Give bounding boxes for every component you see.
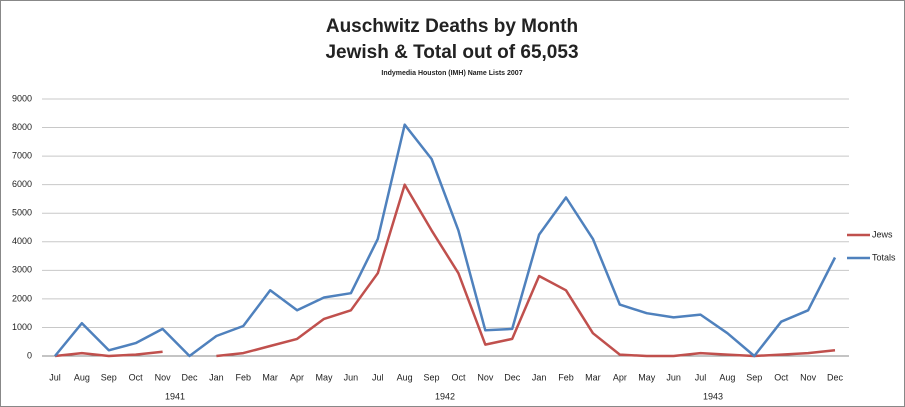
- x-tick-label: Oct: [774, 372, 789, 382]
- x-tick-label: Nov: [477, 372, 494, 382]
- series-line: [216, 183, 836, 358]
- x-tick-label: Feb: [558, 372, 574, 382]
- x-tick-label: Dec: [827, 372, 844, 382]
- year-label: 1942: [435, 391, 455, 401]
- year-label: 1941: [165, 391, 185, 401]
- x-tick-label: Sep: [424, 372, 440, 382]
- y-tick-label: 3000: [12, 265, 32, 275]
- x-tick-label: Sep: [746, 372, 762, 382]
- x-tick-label: Jun: [666, 372, 681, 382]
- series-line: [54, 123, 837, 358]
- x-tick-label: Jul: [372, 372, 384, 382]
- x-tick-label: Jun: [344, 372, 359, 382]
- chart-subtitle: Indymedia Houston (IMH) Name Lists 2007: [381, 70, 522, 77]
- x-tick-label: Jul: [695, 372, 707, 382]
- y-tick-label: 9000: [12, 93, 32, 103]
- x-tick-label: Apr: [290, 372, 304, 382]
- x-tick-label: Sep: [101, 372, 117, 382]
- y-tick-label: 2000: [12, 293, 32, 303]
- y-tick-label: 7000: [12, 150, 32, 160]
- x-tick-label: Aug: [719, 372, 735, 382]
- x-tick-label: Dec: [181, 372, 198, 382]
- y-tick-label: 1000: [12, 322, 32, 332]
- legend-label: Totals: [872, 252, 896, 262]
- x-tick-label: Mar: [262, 372, 278, 382]
- chart-title-line2: Jewish & Total out of 65,053: [325, 42, 578, 63]
- y-tick-label: 0: [27, 350, 32, 360]
- x-tick-label: May: [315, 372, 333, 382]
- x-tick-label: Jan: [209, 372, 224, 382]
- x-tick-label: Feb: [236, 372, 252, 382]
- x-tick-label: Dec: [504, 372, 521, 382]
- y-tick-label: 4000: [12, 236, 32, 246]
- x-tick-label: Jan: [532, 372, 547, 382]
- legend-label: Jews: [872, 229, 893, 239]
- x-tick-label: Aug: [74, 372, 90, 382]
- year-label: 1943: [703, 391, 723, 401]
- y-tick-label: 5000: [12, 208, 32, 218]
- series-line: [54, 350, 163, 358]
- chart-title: Auschwitz Deaths by Month: [326, 16, 578, 37]
- x-tick-label: May: [638, 372, 656, 382]
- x-tick-label: Apr: [613, 372, 627, 382]
- x-tick-label: Mar: [585, 372, 601, 382]
- x-tick-label: Nov: [155, 372, 172, 382]
- y-tick-label: 6000: [12, 179, 32, 189]
- x-tick-label: Oct: [451, 372, 466, 382]
- x-tick-label: Jul: [49, 372, 61, 382]
- x-tick-label: Aug: [397, 372, 413, 382]
- y-tick-label: 8000: [12, 122, 32, 132]
- x-tick-label: Oct: [129, 372, 144, 382]
- x-tick-label: Nov: [800, 372, 817, 382]
